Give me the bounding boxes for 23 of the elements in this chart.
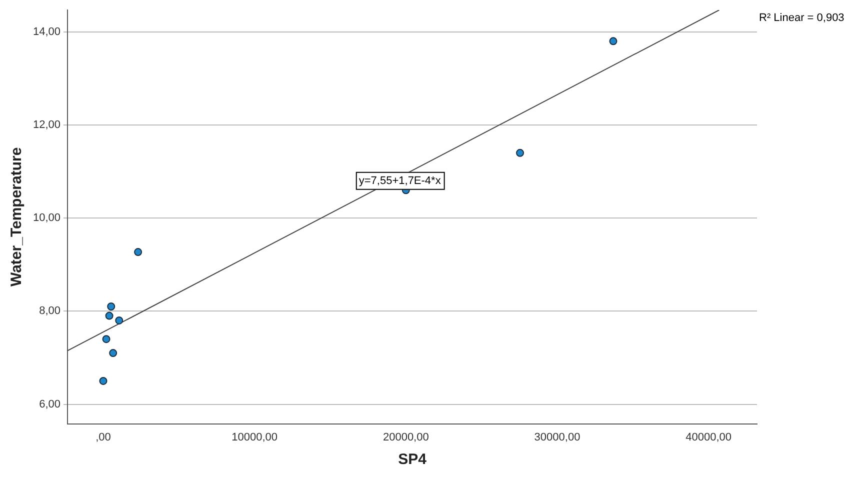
y-tick-label: 12,00: [32, 119, 61, 131]
x-tick-label: 20000,00: [382, 431, 429, 444]
y-tick-label: 14,00: [32, 26, 61, 38]
y-tick-label: 10,00: [32, 212, 61, 224]
annotation: y=7,55+1,7E-4*x: [358, 174, 442, 187]
x-tick-label: 10000,00: [232, 431, 278, 444]
point: [516, 148, 524, 157]
point: [107, 302, 116, 311]
point: [609, 37, 618, 46]
text: R² Linear = 0,903: [759, 12, 844, 24]
point: [115, 316, 124, 324]
point: [102, 335, 110, 344]
point: [105, 312, 114, 320]
x-tick-label: ,00: [96, 431, 111, 444]
y-tick-label: 6,00: [39, 398, 61, 410]
x-tick-label: 30000,00: [534, 431, 580, 444]
y-tick-label: 8,00: [39, 305, 61, 318]
point: [109, 349, 118, 358]
point: [134, 248, 142, 256]
point: [99, 376, 108, 385]
x-tick-label: 40000,00: [686, 431, 732, 444]
y-axis-title: Water_Temperature: [8, 147, 26, 287]
x-axis-title: SP4: [398, 451, 428, 468]
